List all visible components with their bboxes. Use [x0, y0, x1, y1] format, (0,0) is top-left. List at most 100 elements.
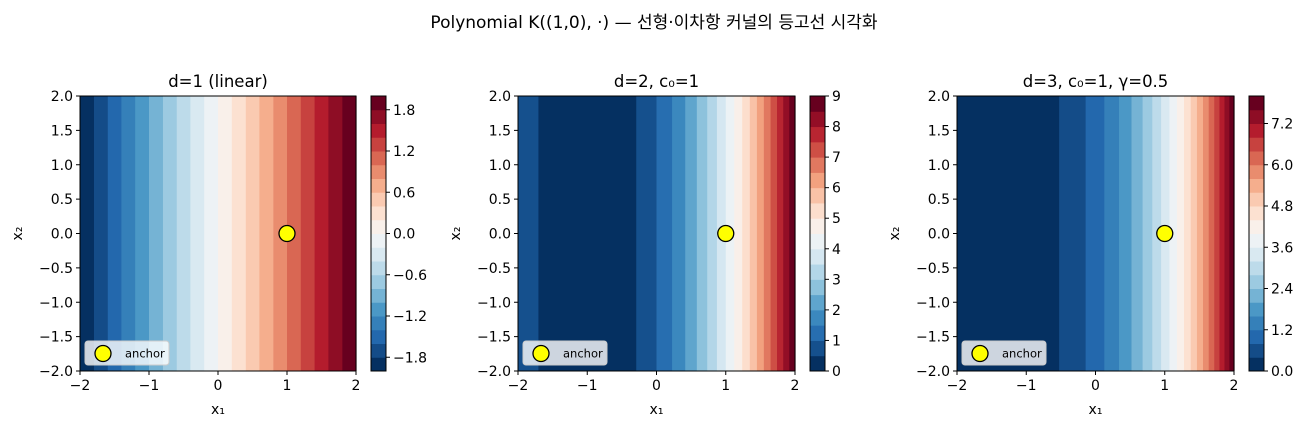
legend-label: anchor [563, 347, 603, 361]
y-tick-label: 0.0 [51, 227, 73, 243]
colorbar-tick-label: 9 [832, 89, 841, 105]
colorbar-tick-label: −0.6 [393, 268, 427, 284]
anchor-point [717, 224, 735, 243]
contour-band [1183, 96, 1192, 371]
x-tick-label: −1 [577, 378, 598, 394]
colorbar-tick-label: 1.2 [1271, 323, 1293, 339]
contour-band [1190, 96, 1198, 371]
colorbar-band [810, 187, 825, 204]
contour-band [685, 96, 698, 371]
y-tick-label: 1.5 [489, 123, 511, 139]
legend-marker [94, 344, 112, 363]
y-tick-label: 1.5 [928, 123, 950, 139]
panel-2: −2 −1 0 1 2 2.0 1.5 1.0 0.5 0.0 −0.5 −1.0 −1.5 −2.0 x₁… [448, 72, 841, 418]
colorbar-band [371, 329, 386, 344]
contour-band [656, 96, 673, 371]
y-tick-label: 0.5 [51, 192, 73, 208]
colorbar-band [1249, 329, 1264, 344]
colorbar-band [1249, 164, 1264, 179]
colorbar-band [371, 247, 386, 262]
colorbar-tick-label: 0.0 [393, 227, 415, 243]
colorbar-band [371, 316, 386, 331]
x-axis-label: x₁ [650, 402, 664, 418]
contour-band [259, 96, 274, 371]
legend-marker [971, 344, 989, 363]
x-tick-label: −1 [1016, 378, 1037, 394]
colorbar-band [371, 192, 386, 207]
colorbar-band [810, 141, 825, 158]
contour-band [1219, 96, 1226, 371]
contour-band [342, 96, 357, 371]
colorbar-band [1249, 233, 1264, 248]
colorbar-band [1249, 288, 1264, 303]
contour-band [789, 96, 796, 371]
colorbar-band [371, 109, 386, 124]
panel-title: d=2, c₀=1 [614, 72, 699, 91]
colorbar-band [1249, 206, 1264, 221]
colorbar-band [371, 233, 386, 248]
colorbar-band [810, 325, 825, 341]
y-tick-label: −1.5 [477, 330, 511, 346]
x-tick-label: 0 [1091, 378, 1100, 394]
x-tick-label: 1 [721, 378, 730, 394]
x-axis-label: x₁ [1089, 402, 1103, 418]
colorbar-band [371, 151, 386, 166]
legend: anchor [522, 340, 608, 366]
contour-band [218, 96, 233, 371]
contour-band [1224, 96, 1230, 371]
colorbar-band [1249, 302, 1264, 317]
colorbar-band [810, 218, 825, 234]
contour-band [93, 96, 109, 371]
contour-band [770, 96, 778, 371]
colorbar-band [810, 279, 825, 296]
colorbar-band [810, 96, 825, 112]
y-tick-label: 0.5 [489, 192, 511, 208]
contour-band [1214, 96, 1221, 371]
legend: anchor [84, 340, 170, 366]
contour-band [1208, 96, 1215, 371]
colorbar-tick-label: 5 [832, 211, 841, 227]
legend-marker [532, 344, 550, 363]
contour-band [696, 96, 708, 371]
figure-title: Polynomial K((1,0), ·) — 선형·이차항 커널의 등고선 … [430, 13, 878, 33]
contour-band [204, 96, 219, 371]
colorbar-band [1249, 109, 1264, 124]
contour-band [314, 96, 329, 371]
y-tick-label: −1.5 [39, 330, 73, 346]
y-axis-label: x₂ [448, 227, 464, 241]
contour-band [1131, 96, 1144, 371]
contour-band [328, 96, 343, 371]
y-tick-label: 2.0 [51, 89, 73, 105]
y-tick-label: 2.0 [928, 89, 950, 105]
y-axis-label: x₂ [10, 227, 26, 241]
x-tick-label: 0 [214, 378, 223, 394]
colorbar-frame [809, 95, 826, 372]
legend-label: anchor [1002, 347, 1042, 361]
colorbar-tick-label: 0 [832, 364, 841, 380]
colorbar-tick-label: 7.2 [1271, 117, 1293, 133]
y-tick-label: −0.5 [477, 261, 511, 277]
contour-band [231, 96, 247, 371]
x-tick-label: −2 [947, 378, 968, 394]
x-tick-label: 1 [283, 378, 292, 394]
colorbar-band [810, 233, 825, 250]
x-tick-label: 2 [1230, 378, 1239, 394]
contour-band [742, 96, 751, 371]
contour-band [1196, 96, 1204, 371]
colorbar-tick-label: −1.2 [393, 309, 427, 325]
contour-band [162, 96, 178, 371]
y-tick-label: −1.0 [477, 295, 511, 311]
y-tick-label: 0.0 [928, 227, 950, 243]
colorbar-tick-label: 3.6 [1271, 240, 1293, 256]
contour-band [1203, 96, 1210, 371]
colorbar-band [371, 274, 386, 289]
x-tick-label: 2 [352, 378, 361, 394]
colorbar-band [371, 261, 386, 276]
colorbar-band [1249, 316, 1264, 331]
y-axis-label: x₂ [887, 227, 903, 241]
colorbar-band [371, 288, 386, 303]
colorbar-band [371, 302, 386, 317]
colorbar-band [371, 96, 386, 111]
colorbar-tick-label: 2.4 [1271, 282, 1293, 298]
